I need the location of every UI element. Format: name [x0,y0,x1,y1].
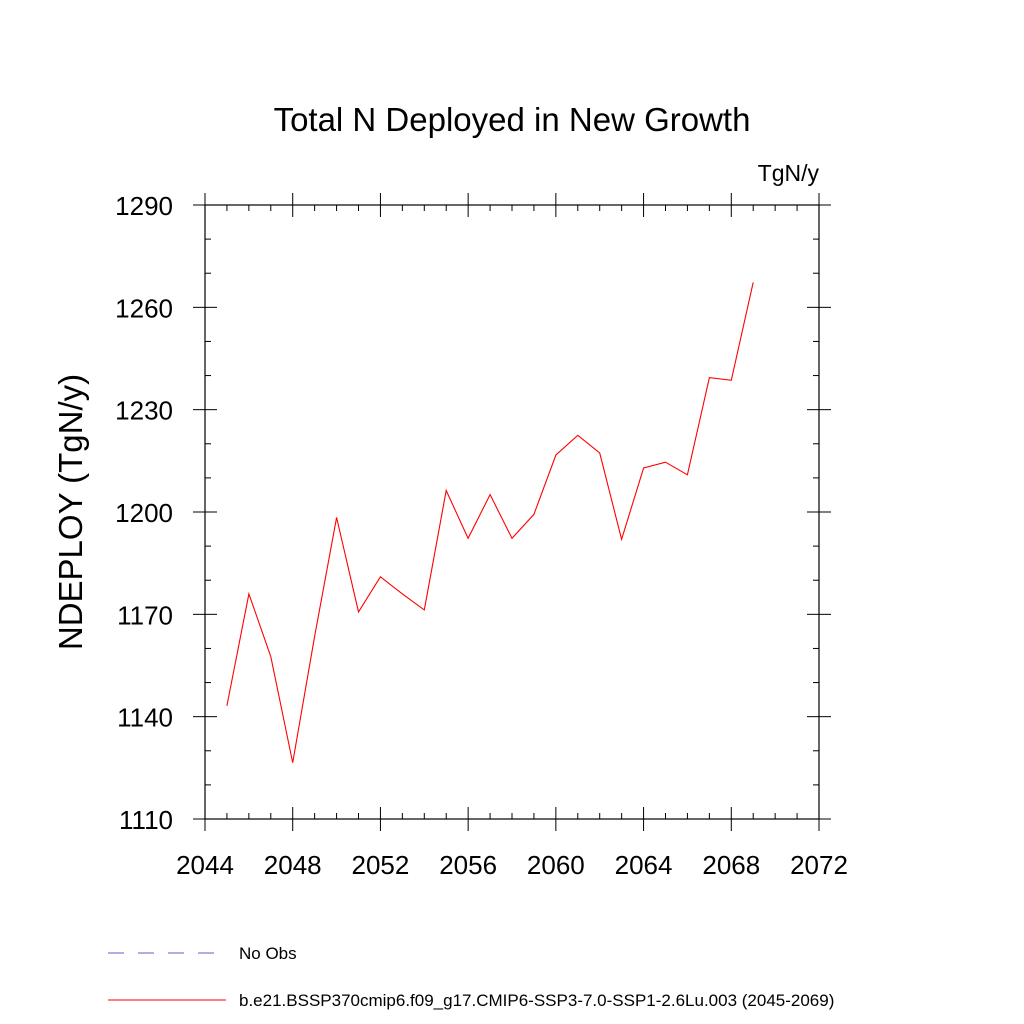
units-label: TgN/y [758,160,820,186]
x-tick-label: 2052 [352,850,410,880]
y-tick-label: 1170 [117,600,173,630]
x-tick-label: 2072 [790,850,848,880]
axis-ticks [193,193,831,831]
legend: No Obs b.e21.BSSP370cmip6.f09_g17.CMIP6-… [108,944,834,1010]
x-tick-label: 2044 [176,850,234,880]
series-line [226,282,754,763]
y-tick-labels: 1110 1140 1170 1200 1230 1260 1290 [115,191,173,835]
x-tick-labels: 2044 2048 2052 2056 2060 2064 2068 2072 [176,850,848,880]
y-axis-label: NDEPLOY (TgN/y) [52,374,89,650]
chart-title: Total N Deployed in New Growth [274,101,751,138]
x-tick-label: 2048 [264,850,322,880]
y-tick-label: 1200 [115,498,173,528]
plot-frame [204,204,820,820]
y-tick-label: 1140 [117,703,173,733]
y-tick-label: 1230 [115,396,173,426]
x-tick-label: 2060 [527,850,585,880]
x-tick-label: 2056 [439,850,497,880]
legend-label-model-run: b.e21.BSSP370cmip6.f09_g17.CMIP6-SSP3-7.… [239,991,834,1010]
y-tick-label: 1290 [115,191,173,221]
x-tick-label: 2068 [702,850,760,880]
x-tick-label: 2064 [615,850,673,880]
y-tick-label: 1110 [119,805,173,835]
series-group [226,282,754,763]
legend-label-no-obs: No Obs [239,944,297,963]
y-tick-label: 1260 [115,293,173,323]
